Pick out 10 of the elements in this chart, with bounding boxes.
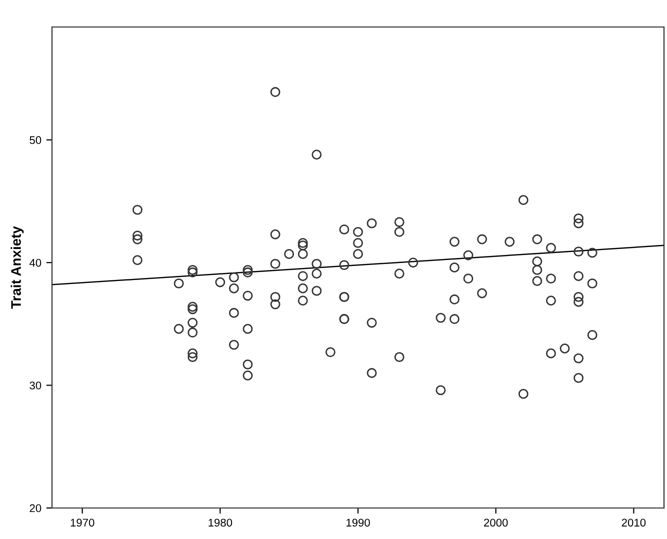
y-tick-label: 50	[30, 136, 42, 144]
y-tick-label: 20	[30, 504, 42, 512]
x-tick-label: 2000	[484, 518, 508, 527]
y-tick-label: 30	[30, 382, 42, 390]
x-tick-label: 1980	[208, 518, 232, 527]
y-axis-title: Trait Anxiety	[10, 226, 24, 309]
x-tick-label: 1990	[346, 518, 370, 527]
x-tick-label: 1970	[70, 518, 94, 527]
y-tick-label: 40	[29, 258, 42, 267]
x-tick-label: 2010	[622, 518, 646, 527]
